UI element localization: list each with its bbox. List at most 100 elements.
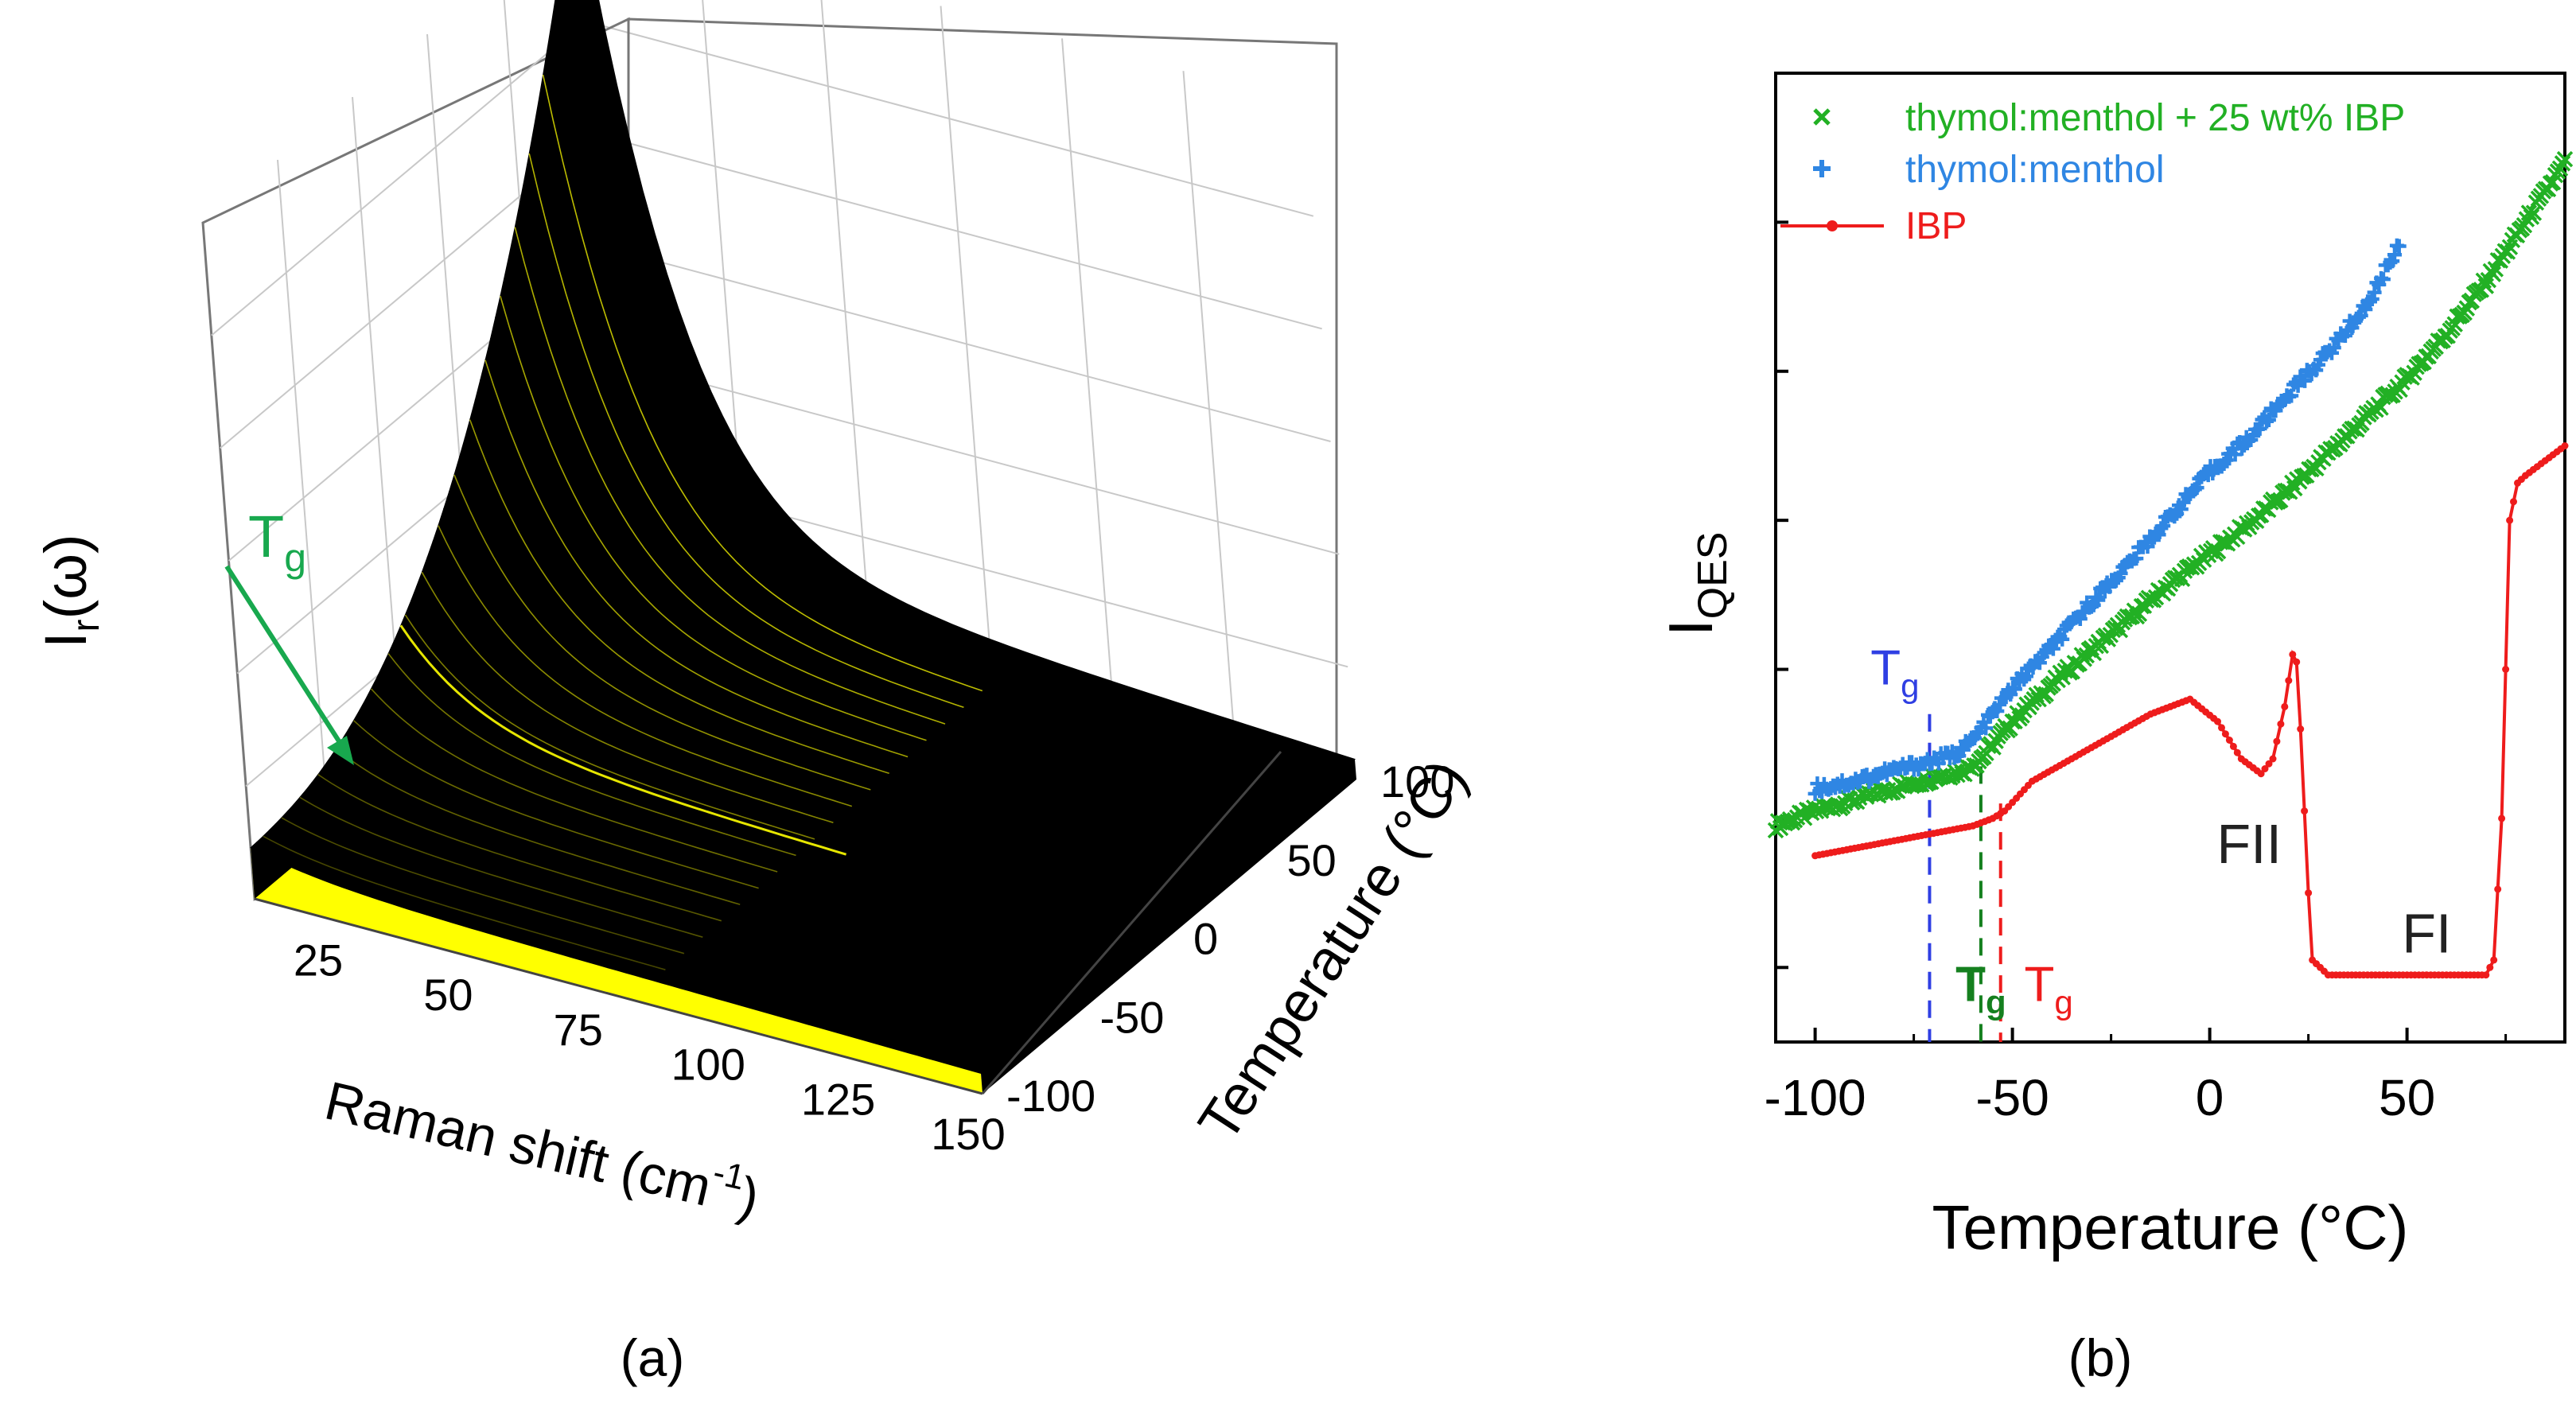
- series-ibp-point: [2221, 730, 2229, 738]
- series-tm-ibp: [1767, 150, 2574, 839]
- surface-mesh-line: [484, 360, 909, 758]
- series-ibp-point: [2486, 963, 2494, 971]
- surface-mesh-line: [404, 614, 815, 840]
- legend-label-tm-ibp: thymol:menthol + 25 wt% IBP: [1905, 97, 2405, 139]
- x-axis-label-b: Temperature (°C): [1932, 1192, 2408, 1262]
- tg-blue-label-sub: g: [1901, 667, 1919, 704]
- floor-front-edge: [254, 897, 983, 1095]
- panel-a-surface-chart: 25 50 75 100 125 150 100 50 0 -50-100 Raman shif…: [33, 0, 1480, 1387]
- z-axis-label-sub: r: [65, 619, 107, 632]
- series-ibp-point: [2301, 807, 2309, 815]
- legend: thymol:menthol + 25 wt% IBP thymol:menth…: [1780, 97, 2405, 247]
- y-axis-label-b-main: I: [1656, 619, 1726, 636]
- x-tick-label: 100: [671, 1040, 745, 1090]
- left-wall-gridline-h: [211, 20, 586, 336]
- series-ibp-point: [2257, 770, 2265, 778]
- x-tick-label: 150: [931, 1109, 1005, 1159]
- surface-mesh-line: [500, 295, 927, 741]
- tg-blue-label-main: T: [1870, 640, 1901, 695]
- x-tick-label: 25: [294, 935, 343, 985]
- surface-mesh-line: [263, 835, 666, 970]
- tg-annotation-a: Tg: [224, 503, 354, 765]
- surface-mesh-line: [387, 653, 796, 857]
- surface-mesh-line: [528, 153, 964, 709]
- series-ibp-point: [2277, 720, 2285, 728]
- surface-tg-ridge-line: [399, 624, 847, 856]
- surface-mesh-line: [453, 474, 871, 791]
- tg-arrowhead-a: [327, 736, 354, 765]
- plot-frame: [1774, 72, 2566, 1044]
- z-axis-label-arg: (ω): [33, 534, 99, 619]
- tg-green-label: Tg: [1955, 957, 2006, 1021]
- fii-label: FII: [2216, 813, 2282, 875]
- legend-label-tm: thymol:menthol: [1905, 149, 2164, 191]
- surface-yellow-lines: [263, 74, 983, 970]
- tg-blue-label: Tg: [1870, 640, 1919, 704]
- tg-green-label-main: T: [1955, 957, 1986, 1012]
- tg-arrow-a: [224, 565, 344, 748]
- series-ibp-point: [2233, 748, 2241, 756]
- surface-mesh-line: [514, 227, 946, 725]
- tg-green-label-sub: g: [1986, 983, 2006, 1021]
- fi-label: FI: [2402, 903, 2451, 965]
- y-axis-ticks: 100 50 0 -50-100: [1006, 756, 1454, 1121]
- series-tm-markers: [1807, 238, 2407, 801]
- legend-label-ibp: IBP: [1905, 205, 1967, 247]
- back-wall-gridline-h: [585, 20, 1314, 217]
- series-ibp-point: [2297, 725, 2305, 733]
- z-axis-label: Ir(ω): [33, 534, 107, 648]
- series-ibp-point: [2289, 651, 2297, 659]
- legend-marker-plus: [1813, 160, 1831, 177]
- series-tm-ibp-markers: [1767, 150, 2574, 839]
- tg-dashed-lines: [1928, 713, 2002, 1042]
- x-tick-label-b: 50: [2379, 1069, 2435, 1126]
- legend-item-tm-ibp: thymol:menthol + 25 wt% IBP: [1813, 97, 2405, 139]
- x-tick-label-b: -100: [1765, 1069, 1866, 1126]
- tg-red-label-main: T: [2024, 957, 2054, 1012]
- tg-label-a-sub: g: [284, 535, 306, 580]
- series-ibp-point: [2218, 724, 2225, 732]
- tg-red-label-sub: g: [2054, 983, 2072, 1021]
- series-ibp-point: [2506, 516, 2514, 524]
- series-ibp-point: [2490, 956, 2498, 964]
- series-ibp-point: [2281, 702, 2289, 710]
- series-ibp-point: [2293, 658, 2301, 666]
- surface-front-face: [251, 847, 983, 1094]
- x-axis-ticks: 25 50 75 100 125 150: [294, 935, 1006, 1159]
- surface-mesh: [250, 0, 1356, 1094]
- panel-label-b: (b): [2068, 1328, 2133, 1387]
- surface-left-edge: [251, 0, 628, 899]
- surface-mesh-line: [317, 774, 722, 922]
- tg-label-a: Tg: [248, 503, 306, 580]
- series-ibp-point: [2502, 666, 2510, 673]
- legend-item-tm: thymol:menthol: [1813, 149, 2164, 191]
- x-tick-label-b: -50: [1975, 1069, 2049, 1126]
- series-ibp-point: [2498, 815, 2506, 822]
- surface-right-edge: [981, 759, 1356, 1094]
- series-ibp-point: [2265, 760, 2273, 768]
- floor-right-edge: [981, 751, 1282, 1094]
- x-axis-label-main: Raman shift (cm: [320, 1071, 717, 1218]
- series-ibp-point: [2482, 971, 2490, 979]
- series-ibp-point: [2494, 885, 2502, 893]
- tg-red-label: Tg: [2024, 957, 2072, 1021]
- tg-label-a-main: T: [248, 503, 284, 570]
- surface-fill-group: [250, 0, 1356, 1094]
- z-axis-label-main: I: [33, 632, 99, 648]
- surface-mesh-line: [469, 419, 889, 775]
- series-ibp-line: [1815, 444, 2566, 977]
- back-wall-gridline-v: [820, 0, 872, 650]
- surface-mesh-line: [281, 817, 685, 954]
- surface-mesh-line: [370, 688, 778, 873]
- surface-mesh-line: [335, 748, 741, 905]
- x-axis-ticks-b: -100 -50 0 50: [1765, 1028, 2508, 1126]
- legend-marker-dot: [1827, 220, 1838, 231]
- x-tick-label: 50: [423, 970, 473, 1020]
- x-tick-label: 125: [801, 1074, 875, 1124]
- series-ibp-point: [2285, 677, 2293, 685]
- y-axis-label-b-sub: QES: [1690, 532, 1736, 620]
- y-tick-label: -100: [1006, 1071, 1095, 1121]
- x-tick-label: 75: [554, 1005, 603, 1055]
